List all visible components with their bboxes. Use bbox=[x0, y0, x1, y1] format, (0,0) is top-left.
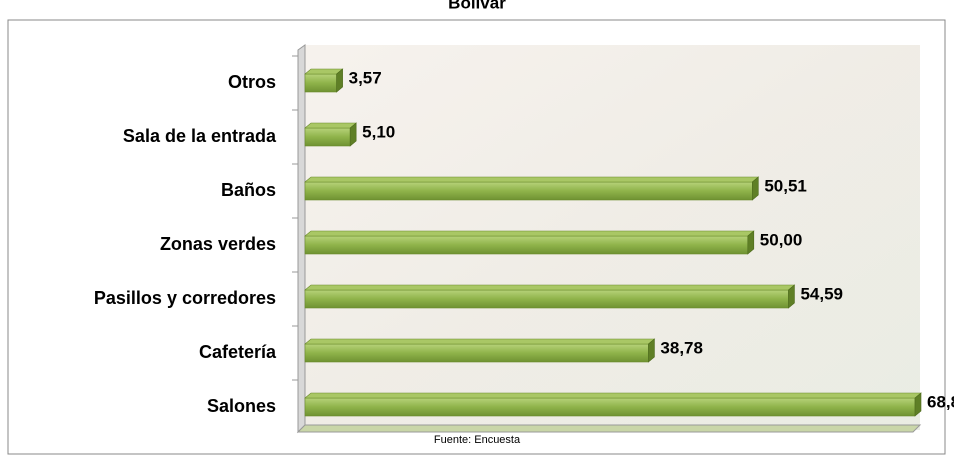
bar bbox=[304, 68, 344, 93]
value-label: 5,10 bbox=[362, 122, 395, 141]
bar-end bbox=[648, 338, 655, 363]
source-note: Fuente: Encuesta bbox=[434, 434, 521, 446]
bar bbox=[304, 122, 357, 147]
bar-end bbox=[914, 392, 922, 417]
bar-face bbox=[304, 235, 749, 255]
value-label: 54,59 bbox=[800, 284, 843, 303]
bar-top bbox=[304, 68, 344, 75]
bar-face bbox=[304, 181, 753, 201]
bar-end bbox=[752, 176, 759, 201]
value-label: 38,78 bbox=[660, 338, 703, 357]
bar-face bbox=[304, 73, 337, 93]
bar-end bbox=[788, 284, 795, 309]
bar-top bbox=[304, 392, 922, 399]
floor bbox=[296, 424, 922, 433]
value-label: 50,51 bbox=[764, 176, 807, 195]
category-label: Baños bbox=[221, 180, 276, 200]
bar-top bbox=[304, 284, 796, 291]
bar-face bbox=[304, 127, 351, 147]
bar-face bbox=[304, 343, 649, 363]
bar-face bbox=[304, 289, 789, 309]
bar bbox=[304, 392, 922, 417]
bar-end bbox=[336, 68, 343, 93]
bar-face bbox=[304, 397, 916, 417]
bar-top bbox=[304, 176, 760, 183]
bar-top bbox=[304, 230, 755, 237]
bar bbox=[304, 284, 796, 309]
value-label: 68,88 bbox=[927, 392, 954, 411]
bar-end bbox=[349, 122, 357, 147]
category-label: Cafetería bbox=[199, 342, 277, 362]
side-wall bbox=[297, 44, 306, 434]
category-label: Zonas verdes bbox=[160, 234, 276, 254]
value-label: 3,57 bbox=[349, 68, 382, 87]
bar bbox=[304, 338, 656, 363]
category-label: Pasillos y corredores bbox=[94, 288, 276, 308]
chart-title: Bolívar bbox=[448, 0, 506, 12]
bar-top bbox=[304, 338, 656, 345]
bar-top bbox=[304, 122, 357, 129]
category-label: Otros bbox=[228, 72, 276, 92]
bar bbox=[304, 230, 755, 255]
bar bbox=[304, 176, 760, 201]
bar-end bbox=[747, 230, 755, 255]
value-label: 50,00 bbox=[760, 230, 803, 249]
category-label: Sala de la entrada bbox=[123, 126, 277, 146]
category-label: Salones bbox=[207, 396, 276, 416]
